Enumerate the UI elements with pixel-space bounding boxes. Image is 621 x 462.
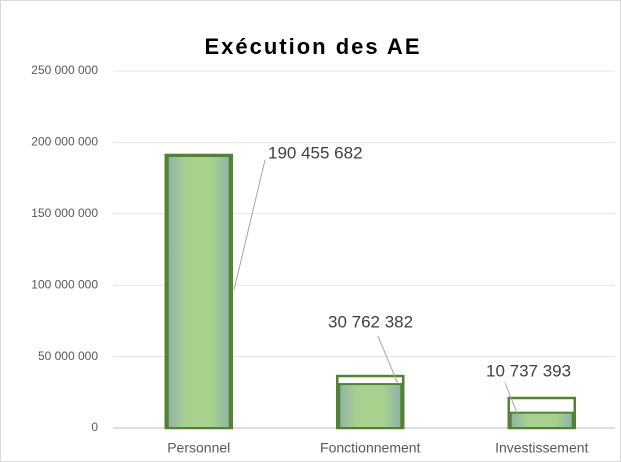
data-label: 10 737 393 (486, 361, 571, 380)
y-tick-label: 150 000 000 (31, 206, 98, 220)
leader-line (377, 335, 399, 385)
y-tick-label: 250 000 000 (31, 63, 98, 77)
y-tick-label: 0 (91, 420, 98, 434)
y-tick-label: 200 000 000 (31, 135, 98, 149)
leader-line (233, 159, 266, 291)
x-tick-label: Fonctionnement (320, 440, 421, 456)
data-label: 30 762 382 (328, 312, 413, 331)
chart-title: Exécution des AE (204, 34, 421, 59)
data-label: 190 455 682 (268, 143, 363, 162)
y-tick-label: 100 000 000 (31, 277, 98, 291)
x-tick-label: Personnel (167, 440, 230, 456)
y-tick-label: 50 000 000 (38, 349, 98, 363)
bar (338, 383, 403, 429)
bar (509, 411, 574, 429)
x-tick-label: Investissement (495, 440, 588, 456)
bar (166, 155, 231, 429)
leader-line (504, 382, 518, 414)
